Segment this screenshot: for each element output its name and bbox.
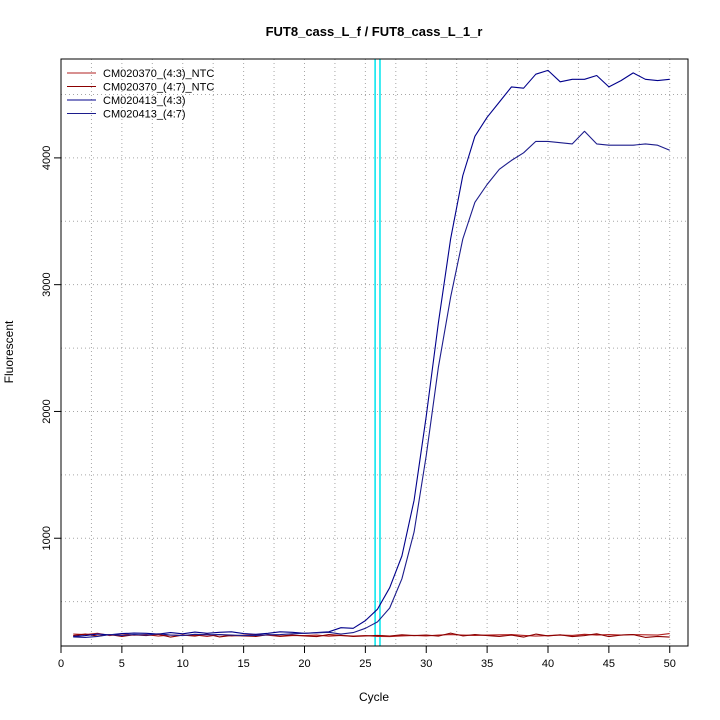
legend-label: CM020413_(4:7) xyxy=(103,109,186,121)
x-tick-label: 5 xyxy=(119,658,125,670)
legend-label: CM020370_(4:7)_NTC xyxy=(103,82,214,94)
y-axis-label: Fluorescent xyxy=(2,320,16,383)
x-tick-label: 0 xyxy=(58,658,64,670)
grid xyxy=(61,59,688,646)
x-tick-label: 15 xyxy=(237,658,249,670)
legend: CM020370_(4:3)_NTCCM020370_(4:7)_NTCCM02… xyxy=(67,68,214,121)
y-tick-label: 4000 xyxy=(41,146,53,170)
x-axis: 0 5 10 15 20 25 30 35 40 45 50 xyxy=(58,645,676,670)
legend-label: CM020413_(4:3) xyxy=(103,95,186,107)
series-line-2 xyxy=(73,632,670,638)
y-tick-label: 2000 xyxy=(41,399,53,423)
x-axis-label: Cycle xyxy=(359,690,389,704)
x-tick-label: 25 xyxy=(359,658,371,670)
chart-title: FUT8_cass_L_f / FUT8_cass_L_1_r xyxy=(266,24,483,39)
x-tick-label: 45 xyxy=(603,658,615,670)
x-tick-label: 30 xyxy=(420,658,432,670)
y-axis: 1000 2000 3000 4000 xyxy=(41,146,62,550)
series-line-3 xyxy=(73,69,670,637)
series-group xyxy=(73,69,670,638)
y-tick-label: 3000 xyxy=(41,272,53,296)
series-line-4 xyxy=(73,130,670,638)
legend-label: CM020370_(4:3)_NTC xyxy=(103,68,214,80)
x-tick-label: 20 xyxy=(298,658,310,670)
x-tick-label: 50 xyxy=(664,658,676,670)
y-tick-label: 1000 xyxy=(41,526,53,550)
x-tick-label: 40 xyxy=(542,658,554,670)
threshold-lines xyxy=(374,59,381,646)
x-tick-label: 10 xyxy=(177,658,189,670)
x-tick-label: 35 xyxy=(481,658,493,670)
